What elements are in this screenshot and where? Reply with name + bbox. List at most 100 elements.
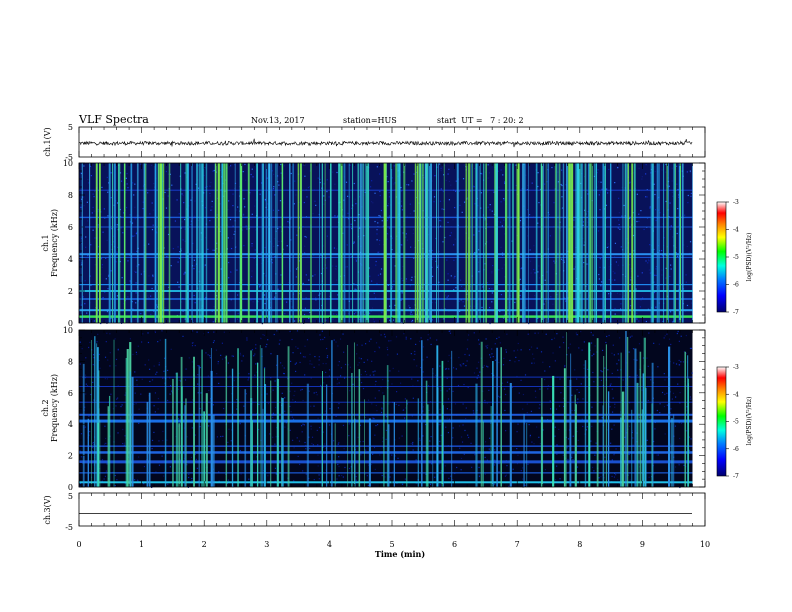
spectrogram-speckle [124, 394, 126, 396]
spectrogram-speckle [236, 398, 238, 401]
spectrogram-speckle [505, 351, 508, 353]
spectrogram-speckle [178, 313, 180, 315]
spectrogram-speckle [608, 266, 610, 268]
spectrogram-sferic [148, 392, 151, 487]
spectrogram-speckle [136, 231, 138, 234]
spectrogram-speckle [274, 380, 276, 382]
spectrogram-speckle [690, 195, 692, 197]
spectrogram-speckle [566, 354, 568, 356]
spectrogram-speckle [636, 317, 638, 319]
spectrogram-speckle [441, 208, 443, 210]
spectrogram-speckle [587, 263, 589, 265]
spectrogram-speckle [252, 301, 254, 303]
spectrogram-speckle [87, 254, 89, 257]
spectrogram-speckle [304, 307, 306, 309]
spectrogram-speckle [405, 336, 407, 338]
spectrogram-speckle [511, 386, 514, 388]
ch1-waveform-ylabel: ch.1(V) [43, 127, 52, 156]
spectrogram-speckle [132, 182, 134, 184]
spectrogram-sferic [146, 401, 149, 487]
spectrogram-speckle [80, 304, 82, 306]
spectrogram-speckle [375, 424, 377, 427]
spectrogram-speckle [310, 425, 312, 427]
spectrogram-speckle [517, 342, 519, 345]
spectrogram-sferic [387, 424, 390, 487]
spectrogram-speckle [194, 302, 196, 304]
spectrogram-speckle [209, 357, 211, 359]
spectrogram-speckle [668, 185, 670, 187]
spectrogram-speckle [289, 429, 291, 431]
spectrogram-speckle [686, 245, 688, 248]
spectrogram-speckle [364, 370, 367, 373]
spectrogram-speckle [655, 274, 657, 277]
spectrogram-speckle [138, 422, 140, 425]
spectrogram-speckle [312, 444, 314, 446]
spectrogram-sferic [569, 379, 572, 487]
spectrogram-speckle [607, 246, 610, 248]
spectrogram-speckle [554, 360, 556, 362]
spectrogram-band [79, 413, 693, 416]
spectrogram-speckle [609, 401, 611, 403]
spectrogram-speckle [454, 206, 456, 209]
spectrogram-speckle [224, 357, 226, 359]
spectrogram-speckle [632, 234, 635, 237]
spectrogram-speckle [150, 164, 153, 167]
spectrogram-speckle [411, 415, 413, 417]
spectrogram-speckle [554, 435, 556, 437]
spectrogram-speckle [628, 182, 631, 184]
spectrogram-speckle [239, 423, 241, 425]
spectrogram-speckle [154, 331, 156, 333]
spectrogram-speckle [230, 271, 232, 274]
spectrogram-speckle [232, 204, 234, 207]
spectrogram-speckle [338, 382, 340, 384]
spectrogram-speckle [355, 260, 358, 262]
spectrogram-speckle [410, 246, 412, 248]
spectrogram-speckle [272, 209, 275, 211]
spectrogram-speckle [417, 380, 419, 382]
spectrogram-speckle [679, 392, 681, 394]
spectrogram-speckle [641, 176, 643, 178]
spectrogram-speckle [575, 332, 577, 334]
spectrogram-speckle [564, 300, 567, 302]
spectrogram-speckle [319, 181, 321, 184]
spectrogram-speckle [240, 354, 242, 356]
spectrogram-speckle [686, 304, 689, 307]
spectrogram-speckle [378, 239, 381, 242]
spectrogram-speckle [317, 417, 319, 419]
spectrogram-speckle [506, 465, 508, 467]
spectrogram-speckle [427, 339, 429, 341]
spectrogram-speckle [662, 223, 664, 225]
spectrogram-speckle [278, 241, 280, 243]
spectrogram-speckle [402, 232, 404, 234]
ch3-ytick-bottom: -5 [65, 523, 73, 532]
spectrogram-speckle [229, 218, 232, 221]
spectrogram-sferic [353, 342, 355, 487]
spectrogram-speckle [304, 441, 306, 444]
spectrogram-speckle [246, 337, 248, 339]
spectrogram-sferic [130, 163, 133, 323]
spectrogram-speckle [544, 469, 546, 471]
spectrogram-speckle [191, 361, 194, 363]
spectrogram-speckle [614, 181, 616, 184]
spectrogram-speckle [504, 475, 507, 477]
spectrogram-speckle [313, 366, 315, 368]
spectrogram-sferic [94, 336, 96, 487]
spectrogram-speckle [326, 347, 328, 350]
spectrogram-speckle [256, 371, 258, 373]
spectrogram-speckle [564, 283, 567, 285]
spectrogram-speckle [108, 182, 110, 184]
time-tick-label: 2 [202, 540, 207, 549]
spectrogram-speckle [90, 393, 92, 396]
spectrogram-speckle [656, 409, 658, 412]
spectrogram-speckle [464, 353, 466, 356]
spectrogram-speckle [304, 175, 306, 177]
spectrogram-speckle [447, 360, 449, 362]
spectrogram-speckle [524, 484, 526, 486]
spectrogram-sferic [626, 336, 629, 487]
spectrogram-speckle [544, 279, 546, 281]
spectrogram-speckle [416, 196, 418, 199]
spectrogram-sferic [566, 163, 568, 323]
spectrogram-speckle [463, 288, 466, 290]
spectrogram-sferic [492, 361, 494, 487]
spectrogram-sferic [112, 163, 113, 323]
